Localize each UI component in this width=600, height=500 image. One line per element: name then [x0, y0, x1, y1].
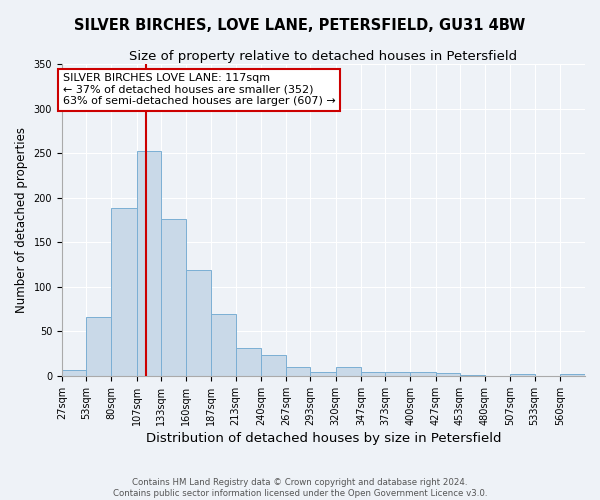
Bar: [161, 219, 186, 376]
Bar: [460, 375, 485, 376]
Bar: [86, 317, 112, 376]
Bar: [62, 370, 86, 376]
Bar: [361, 372, 385, 376]
X-axis label: Distribution of detached houses by size in Petersfield: Distribution of detached houses by size …: [146, 432, 501, 445]
Bar: [211, 314, 236, 376]
Bar: [286, 367, 310, 376]
Bar: [410, 372, 436, 376]
Bar: [236, 348, 261, 376]
Bar: [436, 374, 460, 376]
Bar: [560, 374, 585, 376]
Bar: [385, 372, 410, 376]
Text: Contains HM Land Registry data © Crown copyright and database right 2024.
Contai: Contains HM Land Registry data © Crown c…: [113, 478, 487, 498]
Title: Size of property relative to detached houses in Petersfield: Size of property relative to detached ho…: [130, 50, 518, 63]
Bar: [510, 374, 535, 376]
Y-axis label: Number of detached properties: Number of detached properties: [15, 127, 28, 313]
Bar: [310, 372, 335, 376]
Text: SILVER BIRCHES LOVE LANE: 117sqm
← 37% of detached houses are smaller (352)
63% : SILVER BIRCHES LOVE LANE: 117sqm ← 37% o…: [63, 73, 335, 106]
Bar: [137, 150, 161, 376]
Text: SILVER BIRCHES, LOVE LANE, PETERSFIELD, GU31 4BW: SILVER BIRCHES, LOVE LANE, PETERSFIELD, …: [74, 18, 526, 32]
Bar: [186, 270, 211, 376]
Bar: [261, 356, 286, 376]
Bar: [335, 367, 361, 376]
Bar: [112, 208, 137, 376]
